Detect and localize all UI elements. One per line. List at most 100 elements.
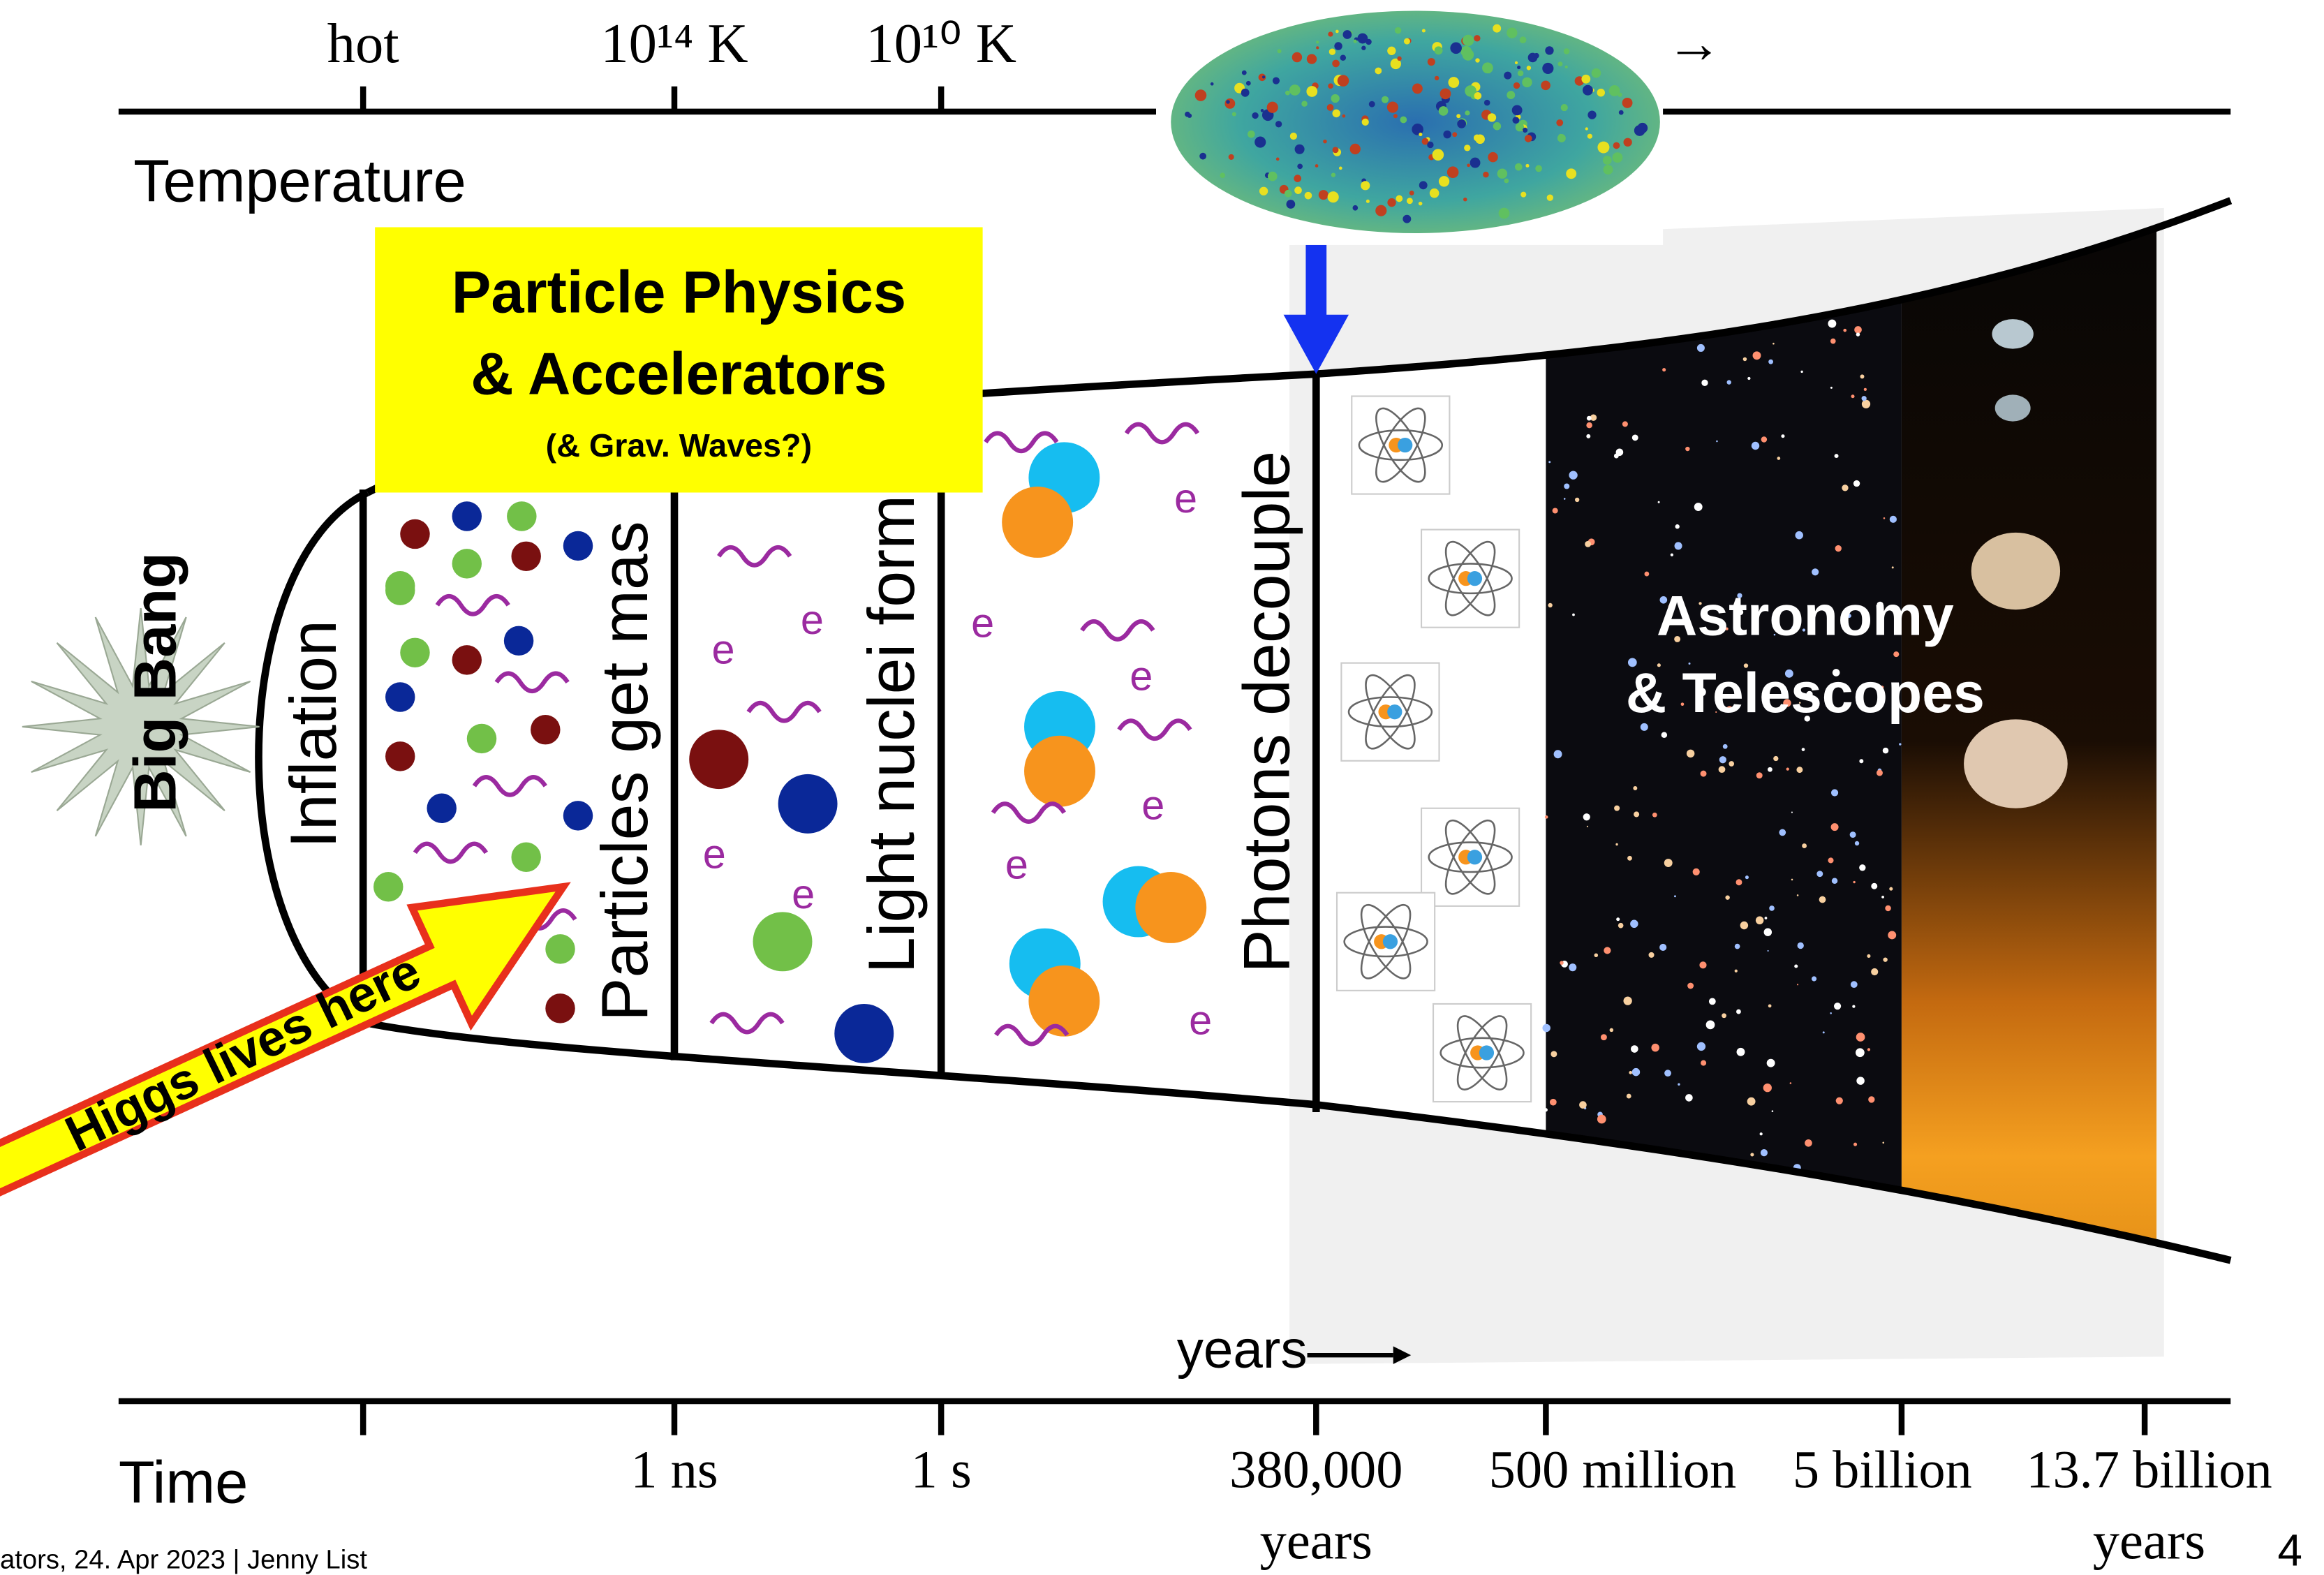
galaxy	[1616, 917, 1620, 921]
galaxy	[1737, 1048, 1745, 1056]
cmb-spot	[1387, 47, 1396, 55]
galaxy	[1856, 332, 1860, 337]
galaxy	[1631, 1045, 1638, 1053]
galaxy	[1868, 1096, 1874, 1102]
cmb-spot	[1232, 112, 1236, 117]
cmb-spot	[1366, 200, 1370, 203]
cmb-spot	[1335, 30, 1339, 34]
cmb-spot	[1242, 71, 1247, 75]
galaxy	[1729, 761, 1734, 767]
cmb-spot	[1448, 77, 1459, 88]
cmb-spot	[1465, 110, 1470, 115]
galaxy	[1791, 811, 1793, 813]
particle	[531, 715, 560, 744]
photon	[1119, 720, 1190, 738]
cmb-spot	[1290, 133, 1297, 140]
galaxy	[1644, 572, 1649, 577]
galaxy	[1798, 942, 1804, 949]
galaxy	[1881, 896, 1884, 899]
galaxy	[1736, 1010, 1741, 1014]
cmb-spot	[1285, 91, 1290, 96]
galaxy	[1747, 1097, 1756, 1106]
galaxy	[1627, 1094, 1631, 1099]
photon	[993, 804, 1064, 821]
galaxy	[1852, 1005, 1855, 1008]
galaxy	[1767, 1059, 1775, 1067]
galaxy	[1693, 868, 1700, 875]
galaxy	[1594, 953, 1599, 957]
cmb-spot	[1331, 94, 1340, 103]
cmb-spot	[1295, 145, 1305, 154]
cmb-spot	[1512, 105, 1523, 115]
cmb-spot	[1427, 142, 1433, 148]
galaxy	[1560, 961, 1564, 965]
cmb-spot	[1387, 198, 1396, 207]
cmb-spot	[1525, 135, 1532, 142]
footer: ators, 24. Apr 2023 | Jenny List	[0, 1544, 367, 1574]
galaxy	[1853, 1143, 1857, 1146]
cmb-spot	[1402, 215, 1411, 223]
galaxy	[1632, 434, 1638, 441]
cmb-spot	[1623, 138, 1631, 147]
galaxy	[1585, 541, 1591, 547]
galaxy	[1615, 843, 1618, 845]
cmb-spot	[1527, 66, 1531, 70]
photon	[474, 777, 545, 794]
galaxy	[1722, 1013, 1726, 1018]
higgs-text: Higgs lives here	[57, 943, 429, 1163]
galaxy	[1835, 545, 1842, 552]
galaxy	[1859, 864, 1865, 871]
particle	[452, 549, 482, 578]
cmb-spot	[1261, 109, 1264, 112]
galaxy	[1765, 917, 1768, 919]
cmb-spot	[1289, 84, 1301, 96]
electron: e	[1174, 475, 1197, 522]
nucleus	[1467, 850, 1482, 864]
cmb-spot	[1523, 128, 1527, 133]
galaxy	[1719, 766, 1726, 773]
cmb-spot	[1541, 81, 1550, 91]
cmb-spot	[1278, 49, 1282, 53]
galaxy	[1634, 811, 1639, 817]
cmb-spot	[1518, 71, 1523, 76]
nucleus	[1479, 1045, 1494, 1060]
galaxy	[1843, 329, 1846, 332]
decouple-arrow	[1305, 245, 1326, 327]
galaxy	[1554, 750, 1562, 758]
galaxy	[1630, 920, 1638, 928]
galaxy	[1544, 1108, 1548, 1111]
galaxy	[1769, 905, 1775, 911]
galaxy	[1747, 377, 1750, 380]
galaxy	[1716, 441, 1718, 443]
galaxy	[1786, 767, 1789, 770]
particle	[427, 793, 456, 822]
cmb-spot	[1585, 127, 1588, 130]
galaxy	[1835, 454, 1839, 458]
particle	[511, 843, 540, 872]
particle	[400, 519, 429, 549]
photon	[1082, 621, 1153, 639]
galaxy	[1883, 748, 1888, 753]
electron: e	[971, 599, 994, 646]
galaxy	[1853, 480, 1860, 487]
cmb-spot	[1301, 101, 1307, 106]
galaxy	[1890, 516, 1897, 523]
galaxy	[1753, 351, 1761, 360]
nucleon	[1135, 872, 1206, 943]
cmb-spot	[1603, 165, 1613, 175]
cmb-spot	[1613, 142, 1620, 149]
galaxy	[1564, 498, 1566, 500]
galaxy	[1856, 1048, 1865, 1057]
galaxy	[1675, 542, 1682, 549]
galaxy	[1659, 944, 1666, 951]
galaxy	[1709, 998, 1716, 1005]
cmb-spot	[1512, 117, 1519, 124]
cmb-spot	[1224, 98, 1235, 109]
galaxy	[1685, 1094, 1693, 1102]
cmb-spot	[1592, 68, 1601, 78]
cmb-spot	[1517, 66, 1520, 69]
galaxy	[1723, 744, 1728, 749]
galaxy	[1622, 421, 1628, 427]
galaxy	[1706, 1021, 1715, 1030]
cmb-spot	[1483, 172, 1488, 177]
